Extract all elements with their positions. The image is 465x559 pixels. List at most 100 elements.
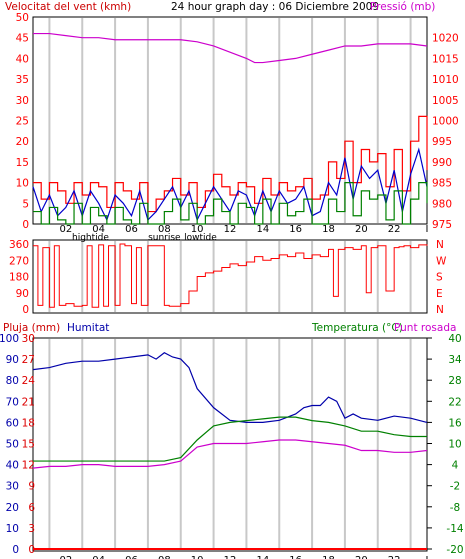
y-tick-label-rain: 24 xyxy=(22,375,36,387)
y-tick-label-rain: 9 xyxy=(28,481,35,493)
y-tick-label-humidity: 100 xyxy=(0,333,19,345)
compass-label: N xyxy=(436,239,444,251)
x-tick-label: 06 xyxy=(125,224,138,235)
x-tick-label-bottom: 02 xyxy=(59,555,72,559)
x-tick-label-bottom: 18 xyxy=(322,555,335,559)
x-tick-label-bottom: 04 xyxy=(92,555,105,559)
compass-label: E xyxy=(436,288,443,300)
x-tick-label-bottom: 14 xyxy=(256,555,269,559)
y-tick-label-rain: 6 xyxy=(28,502,35,514)
temperature-label: Temperatura (°C) xyxy=(311,322,403,334)
event-label: hightide xyxy=(72,233,109,243)
y-tick-label-pressure: 990 xyxy=(432,157,452,169)
y-tick-label-pressure: 1005 xyxy=(432,95,459,107)
dewpoint-label: Punt rosada xyxy=(394,322,456,334)
series-line-wind-direction xyxy=(33,243,428,308)
y-tick-label-pressure: 985 xyxy=(432,178,452,190)
y-tick-label-wind: 15 xyxy=(16,157,29,169)
y-tick-label-wind: 30 xyxy=(16,95,29,107)
y-tick-label-wind: 45 xyxy=(16,33,29,45)
y-tick-label-wind: 50 xyxy=(16,12,29,24)
x-tick-label-bottom: 20 xyxy=(355,555,368,559)
x-tick-label: 14 xyxy=(256,224,269,235)
y-tick-label-wind: 20 xyxy=(16,136,29,148)
x-tick-label-bottom: 12 xyxy=(224,555,237,559)
y-tick-label-humidity: 80 xyxy=(6,375,19,387)
y-tick-label-wind: 40 xyxy=(16,53,29,65)
series-line-dewpoint xyxy=(32,439,428,469)
y-tick-label-temperature: 4 xyxy=(452,460,459,472)
y-tick-label-humidity: 40 xyxy=(6,460,19,472)
y-tick-label-pressure: 1020 xyxy=(432,33,459,45)
y-tick-label-wind: 10 xyxy=(16,178,29,190)
compass-label: S xyxy=(436,272,443,284)
chart-title: 24 hour graph day : 06 Diciembre 2009 xyxy=(171,1,379,13)
y-tick-label-temperature: -20 xyxy=(446,544,463,556)
y-tick-label-pressure: 1010 xyxy=(432,74,459,86)
y-tick-label-direction: 360 xyxy=(9,239,29,251)
y-tick-label-rain: 30 xyxy=(22,333,35,345)
y-tick-label-direction: 270 xyxy=(9,255,29,267)
series-line-temperature xyxy=(33,416,427,462)
y-tick-label-humidity: 10 xyxy=(6,523,19,535)
y-tick-label-wind: 5 xyxy=(22,198,29,210)
y-tick-label-wind: 35 xyxy=(16,74,29,86)
y-tick-label-rain: 18 xyxy=(22,417,35,429)
y-tick-label-rain: 15 xyxy=(22,439,35,451)
x-tick-label: 08 xyxy=(158,224,171,235)
wind-speed-label: Velocitat del vent (kmh) xyxy=(5,1,131,13)
y-tick-label-temperature: 22 xyxy=(448,396,461,408)
y-tick-label-temperature: 16 xyxy=(448,417,462,429)
humidity-label: Humitat xyxy=(67,322,109,334)
pressure-label: Pressió (mb) xyxy=(370,1,435,13)
y-tick-label-direction: 180 xyxy=(9,272,29,284)
x-tick-label: 16 xyxy=(289,224,302,235)
y-tick-label-humidity: 30 xyxy=(6,481,19,493)
panel-frame xyxy=(32,337,428,552)
y-tick-label-direction: 0 xyxy=(22,304,29,316)
y-tick-label-wind: 25 xyxy=(16,116,29,128)
x-tick-label: 12 xyxy=(224,224,237,235)
y-tick-label-rain: 12 xyxy=(22,460,35,472)
x-tick-label-bottom: 16 xyxy=(289,555,302,559)
series-line-wind-average xyxy=(33,182,428,225)
x-tick-label-bottom: 22 xyxy=(388,555,401,559)
event-label: lowtide xyxy=(184,233,217,243)
x-tick-label-bottom: 10 xyxy=(191,555,204,559)
series-line-pressure xyxy=(33,32,428,64)
y-tick-label-pressure: 980 xyxy=(432,198,452,210)
y-tick-label-humidity: 20 xyxy=(6,502,19,514)
compass-label: N xyxy=(436,304,444,316)
y-tick-label-pressure: 1015 xyxy=(432,53,459,65)
event-label: sunrise xyxy=(148,233,181,243)
y-tick-label-temperature: -2 xyxy=(450,481,460,493)
y-tick-label-rain: 0 xyxy=(28,544,35,556)
y-tick-label-humidity: 60 xyxy=(6,417,19,429)
y-tick-label-humidity: 0 xyxy=(12,544,19,556)
series-line-wind-gust xyxy=(33,115,428,213)
x-tick-label: 20 xyxy=(355,224,368,235)
x-tick-label-bottom: I xyxy=(426,555,429,559)
y-tick-label-direction: 90 xyxy=(16,288,29,300)
y-tick-label-temperature: -14 xyxy=(446,523,463,535)
y-tick-label-wind: 0 xyxy=(22,219,29,231)
x-tick-label: 10 xyxy=(191,224,204,235)
y-tick-label-pressure: 995 xyxy=(432,136,452,148)
y-tick-label-temperature: 40 xyxy=(448,333,461,345)
y-tick-label-pressure: 975 xyxy=(432,219,452,231)
y-tick-label-temperature: 28 xyxy=(448,375,461,387)
y-tick-label-rain: 3 xyxy=(28,523,35,535)
rain-label: Pluja (mm) xyxy=(3,322,60,334)
x-tick-label: 02 xyxy=(59,224,72,235)
x-tick-label: 18 xyxy=(322,224,335,235)
x-tick-label-bottom: 06 xyxy=(125,555,138,559)
y-tick-label-temperature: -8 xyxy=(450,502,460,514)
x-tick-label-bottom: 08 xyxy=(158,555,171,559)
x-tick-label: I xyxy=(426,224,429,235)
y-tick-label-rain: 21 xyxy=(22,396,35,408)
y-tick-label-pressure: 1000 xyxy=(432,116,459,128)
x-tick-label: 04 xyxy=(92,224,105,235)
compass-label: W xyxy=(436,255,447,267)
y-tick-label-temperature: 10 xyxy=(448,439,461,451)
